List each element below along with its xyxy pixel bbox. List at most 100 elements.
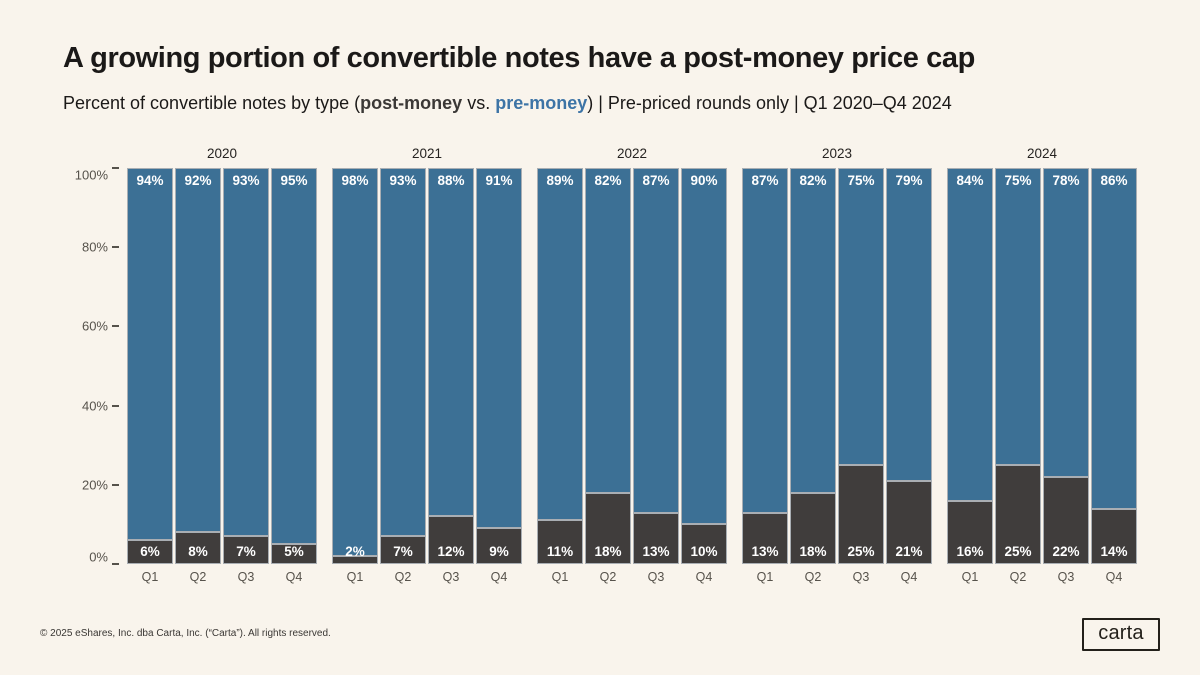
year-label-2020: 2020 [206,146,238,161]
bar-segment-post-money [127,540,173,564]
bar-segment-post-money [1091,508,1137,564]
bar-2020-Q4: 95% 5% [271,168,317,564]
bar-segment-post-money [271,544,317,564]
bar-2021-Q3: 88% 12% [428,168,474,564]
bar-value-label-pre-money: 82% [799,173,827,188]
x-axis-label-2023-Q4: Q4 [900,570,918,584]
bar-value-label-pre-money: 93% [232,173,260,188]
bar-value-label-post-money: 18% [594,543,622,559]
bar-value-label-post-money: 22% [1052,543,1080,559]
bar-segment-pre-money [886,168,932,481]
x-axis-label-2023-Q3: Q3 [852,570,870,584]
bar-value-label-pre-money: 84% [956,173,984,188]
bar-segment-post-money [332,556,378,564]
bar-segment-pre-money [790,168,836,493]
bar-2023-Q1: 87% 13% [742,168,788,564]
year-label-2023: 2023 [821,146,853,161]
bar-value-label-post-money: 18% [799,543,827,559]
bar-segment-pre-money [537,168,583,521]
y-axis-tick [112,404,119,407]
subtitle-vs: vs. [462,93,496,113]
bar-segment-post-money [380,536,426,564]
y-axis-label: 0% [89,549,108,565]
bar-segment-pre-money [742,168,788,513]
bar-value-label-pre-money: 95% [280,173,308,188]
bar-segment-pre-money [271,168,317,545]
bar-segment-post-money [838,465,884,564]
bar-value-label-pre-money: 87% [642,173,670,188]
bar-value-label-pre-money: 94% [136,173,164,188]
bar-value-label-pre-money: 92% [184,173,212,188]
bar-segment-post-money [633,512,679,564]
bar-value-label-post-money: 13% [751,543,779,559]
bar-segment-post-money [681,524,727,564]
bar-segment-pre-money [995,168,1041,465]
x-axis-label-2020-Q1: Q1 [141,570,159,584]
bar-2022-Q1: 89% 11% [537,168,583,564]
x-axis-label-2024-Q1: Q1 [961,570,979,584]
bar-segment-pre-money [332,168,378,557]
bar-segment-pre-money [947,168,993,501]
bar-value-label-post-money: 25% [1004,543,1032,559]
bar-segment-post-money [1043,476,1089,564]
bar-segment-post-money [742,512,788,564]
bar-value-label-post-money: 9% [489,543,509,559]
bar-2024-Q4: 86% 14% [1091,168,1137,564]
x-axis-label-2023-Q2: Q2 [804,570,822,584]
bar-segment-post-money [947,500,993,564]
bar-value-label-post-money: 13% [642,543,670,559]
x-axis-label-2020-Q4: Q4 [285,570,303,584]
x-axis-label-2021-Q2: Q2 [394,570,412,584]
bar-2023-Q2: 82% 18% [790,168,836,564]
bar-value-label-post-money: 7% [393,543,413,559]
y-axis-label: 100% [74,167,108,183]
y-axis-label: 80% [81,239,108,255]
bar-segment-post-money [886,480,932,564]
bar-value-label-post-money: 11% [546,543,574,559]
x-axis-label-2024-Q4: Q4 [1105,570,1123,584]
bar-segment-post-money [585,492,631,564]
bar-value-label-pre-money: 93% [389,173,417,188]
carta-logo-text: carta [1098,622,1144,644]
bar-value-label-pre-money: 79% [895,173,923,188]
bar-2020-Q2: 92% 8% [175,168,221,564]
x-axis-label-2020-Q3: Q3 [237,570,255,584]
y-axis-tick [112,167,119,169]
bar-value-label-pre-money: 88% [437,173,465,188]
bar-segment-post-money [476,528,522,564]
chart-subtitle: Percent of convertible notes by type (po… [63,93,952,114]
bar-value-label-post-money: 21% [895,543,923,559]
copyright-text: © 2025 eShares, Inc. dba Carta, Inc. (“C… [40,628,331,639]
bar-segment-post-money [995,465,1041,564]
x-axis-label-2022-Q2: Q2 [599,570,617,584]
year-label-2021: 2021 [411,146,443,161]
bar-value-label-post-money: 8% [188,543,208,559]
y-axis-label: 40% [81,398,108,414]
x-axis-label-2021-Q4: Q4 [490,570,508,584]
y-axis-tick [112,246,119,249]
year-label-2022: 2022 [616,146,648,161]
bar-value-label-post-money: 25% [847,543,875,559]
bar-2022-Q3: 87% 13% [633,168,679,564]
bar-2020-Q3: 93% 7% [223,168,269,564]
x-axis-label-2024-Q2: Q2 [1009,570,1027,584]
x-axis-label-2023-Q1: Q1 [756,570,774,584]
bar-value-label-pre-money: 89% [546,173,574,188]
y-axis-label: 20% [81,477,108,493]
x-axis-label-2024-Q3: Q3 [1057,570,1075,584]
bar-value-label-post-money: 6% [140,543,160,559]
bar-2020-Q1: 94% 6% [127,168,173,564]
bar-segment-post-money [537,520,583,564]
year-label-2024: 2024 [1026,146,1058,161]
bar-value-label-post-money: 16% [956,543,984,559]
bar-value-label-pre-money: 75% [847,173,875,188]
bar-segment-pre-money [585,168,631,493]
bar-2023-Q4: 79% 21% [886,168,932,564]
bar-2022-Q2: 82% 18% [585,168,631,564]
y-axis-tick [112,563,119,565]
bar-value-label-post-money: 7% [236,543,256,559]
bar-value-label-pre-money: 86% [1100,173,1128,188]
page-title: A growing portion of convertible notes h… [63,42,975,74]
